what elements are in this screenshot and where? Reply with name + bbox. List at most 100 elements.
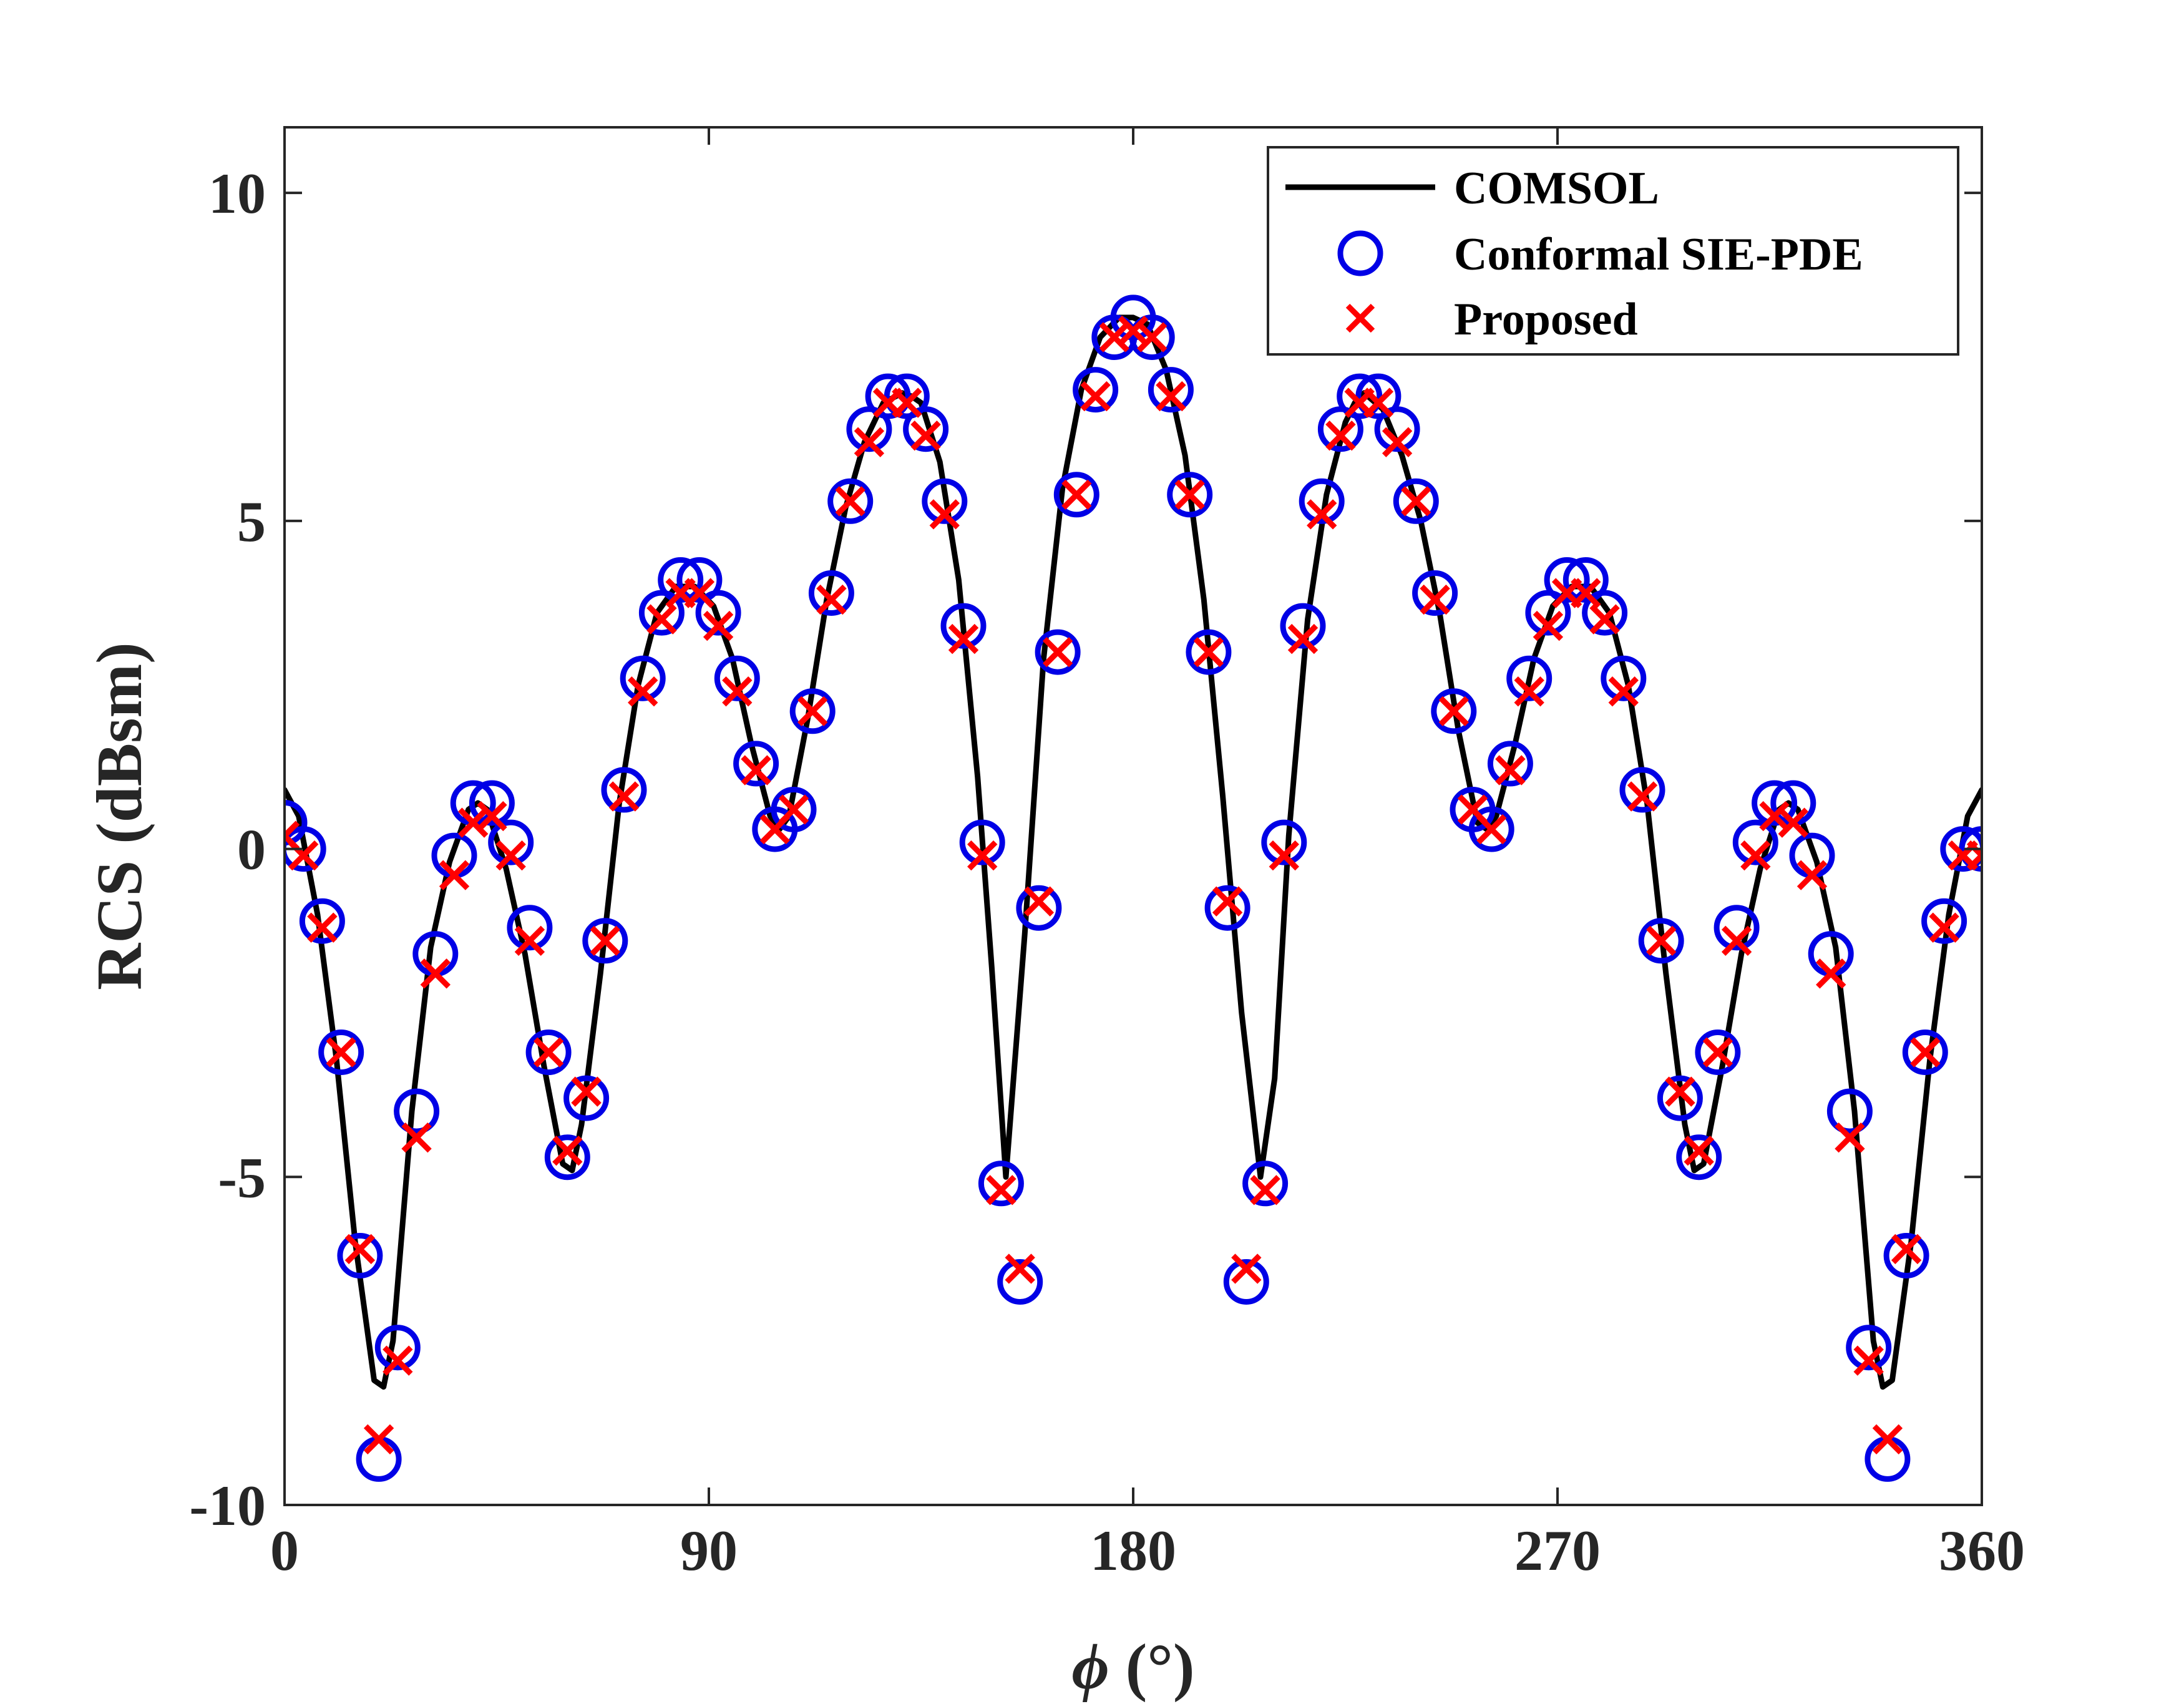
marker-proposed — [383, 1345, 413, 1376]
marker-sie-pde — [1940, 826, 1982, 872]
marker-sie-pde — [1412, 570, 1458, 616]
marker-sie-pde — [714, 655, 760, 701]
marker-sie-pde — [285, 826, 326, 872]
marker-sie-pde — [507, 905, 553, 951]
marker-proposed — [552, 1136, 583, 1166]
marker-proposed — [1420, 584, 1450, 615]
marker-sie-pde — [1921, 898, 1967, 944]
y-tick-label: -10 — [189, 1474, 266, 1537]
plot-area — [285, 295, 1982, 1482]
marker-sie-pde — [922, 478, 968, 524]
marker-sie-pde — [1468, 806, 1514, 852]
marker-sie-pde — [1242, 1161, 1289, 1207]
marker-sie-pde — [1752, 780, 1798, 826]
marker-proposed — [1721, 925, 1752, 956]
marker-sie-pde — [1544, 557, 1590, 603]
marker-sie-pde — [563, 1075, 610, 1121]
marker-sie-pde — [638, 590, 685, 636]
marker-sie-pde — [1638, 918, 1684, 964]
marker-proposed — [1627, 781, 1658, 812]
marker-proposed — [1796, 860, 1828, 890]
marker-proposed — [1269, 840, 1299, 871]
marker-proposed — [1156, 381, 1186, 412]
marker-sie-pde — [318, 1030, 364, 1075]
marker-sie-pde — [601, 767, 647, 813]
marker-proposed — [1646, 925, 1677, 956]
marker-sie-pde — [1129, 314, 1175, 360]
marker-proposed — [1495, 755, 1526, 786]
marker-sie-pde — [1073, 367, 1119, 413]
marker-proposed — [326, 1037, 356, 1068]
marker-sie-pde — [1355, 373, 1402, 419]
marker-sie-pde — [1393, 478, 1439, 524]
marker-sie-pde — [959, 819, 1005, 865]
marker-proposed — [1193, 636, 1224, 668]
marker-sie-pde — [525, 1030, 572, 1075]
marker-proposed — [514, 925, 545, 956]
marker-sie-pde — [1714, 905, 1760, 951]
marker-sie-pde — [1487, 741, 1533, 787]
marker-sie-pde — [978, 1161, 1024, 1207]
marker-sie-pde — [1562, 557, 1609, 603]
marker-proposed — [1401, 486, 1431, 517]
marker-sie-pde — [1657, 1075, 1703, 1121]
marker-proposed — [288, 840, 319, 871]
marker-proposed — [1250, 1175, 1280, 1205]
marker-sie-pde — [733, 741, 779, 787]
marker-proposed — [608, 781, 640, 812]
marker-sie-pde — [299, 898, 345, 944]
marker-proposed — [797, 696, 828, 726]
marker-proposed — [1778, 807, 1808, 838]
marker-sie-pde — [1525, 590, 1571, 636]
marker-sie-pde — [884, 373, 930, 419]
marker-proposed — [1287, 623, 1319, 655]
marker-sie-pde — [1204, 885, 1250, 931]
x-axis-label: ϕ (°) — [1071, 1631, 1194, 1703]
marker-sie-pde — [1337, 373, 1383, 419]
marker-proposed — [986, 1175, 1016, 1205]
marker-sie-pde — [695, 590, 741, 636]
marker-sie-pde — [374, 1325, 421, 1371]
marker-proposed — [401, 1122, 432, 1153]
marker-sie-pde — [789, 688, 836, 734]
marker-proposed — [646, 604, 677, 635]
axis-ticks: 0 90 180 270 360 -10 -5 0 5 10 — [189, 127, 2025, 1582]
marker-proposed — [1212, 886, 1243, 917]
marker-proposed — [703, 610, 734, 641]
marker-sie-pde — [865, 373, 911, 419]
marker-sie-pde — [903, 406, 949, 452]
marker-proposed — [910, 420, 941, 451]
marker-proposed — [1042, 636, 1073, 668]
marker-proposed — [722, 676, 753, 707]
marker-sie-pde — [1676, 1134, 1722, 1181]
marker-proposed — [1702, 1037, 1733, 1068]
marker-proposed — [533, 1037, 564, 1068]
marker-proposed — [590, 925, 620, 956]
marker-proposed — [495, 840, 526, 871]
marker-sie-pde — [1035, 629, 1081, 675]
y-tick-label: 5 — [237, 490, 266, 553]
marker-sie-pde — [469, 780, 515, 826]
marker-sie-pde — [620, 655, 666, 701]
marker-proposed — [1005, 1254, 1035, 1284]
legend-box — [1267, 146, 1959, 356]
marker-sie-pde — [997, 1259, 1043, 1305]
marker-sie-pde — [394, 1088, 440, 1134]
marker-sie-pde — [1826, 1088, 1873, 1134]
marker-proposed — [628, 676, 658, 707]
x-axis-symbol: ϕ — [1071, 1631, 1109, 1703]
marker-sie-pde — [544, 1134, 590, 1181]
legend-cross-swatch — [1345, 303, 1375, 333]
legend: COMSOL Conformal SIE-PDE Proposed — [1267, 146, 1959, 356]
marker-proposed — [1137, 322, 1168, 353]
marker-proposed — [1080, 381, 1111, 412]
marker-proposed — [1589, 604, 1620, 635]
marker-proposed — [1061, 479, 1092, 510]
marker-sie-pde — [1280, 603, 1326, 649]
marker-sie-pde — [1846, 1325, 1892, 1371]
marker-sie-pde — [582, 918, 628, 964]
marker-proposed — [835, 486, 865, 517]
marker-proposed — [1665, 1076, 1695, 1107]
marker-sie-pde — [1167, 472, 1213, 518]
marker-proposed — [1872, 1424, 1903, 1455]
